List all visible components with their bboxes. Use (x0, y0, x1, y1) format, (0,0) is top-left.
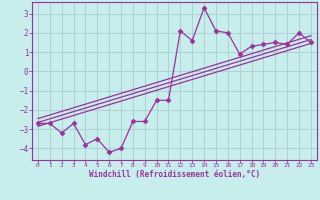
X-axis label: Windchill (Refroidissement éolien,°C): Windchill (Refroidissement éolien,°C) (89, 170, 260, 179)
